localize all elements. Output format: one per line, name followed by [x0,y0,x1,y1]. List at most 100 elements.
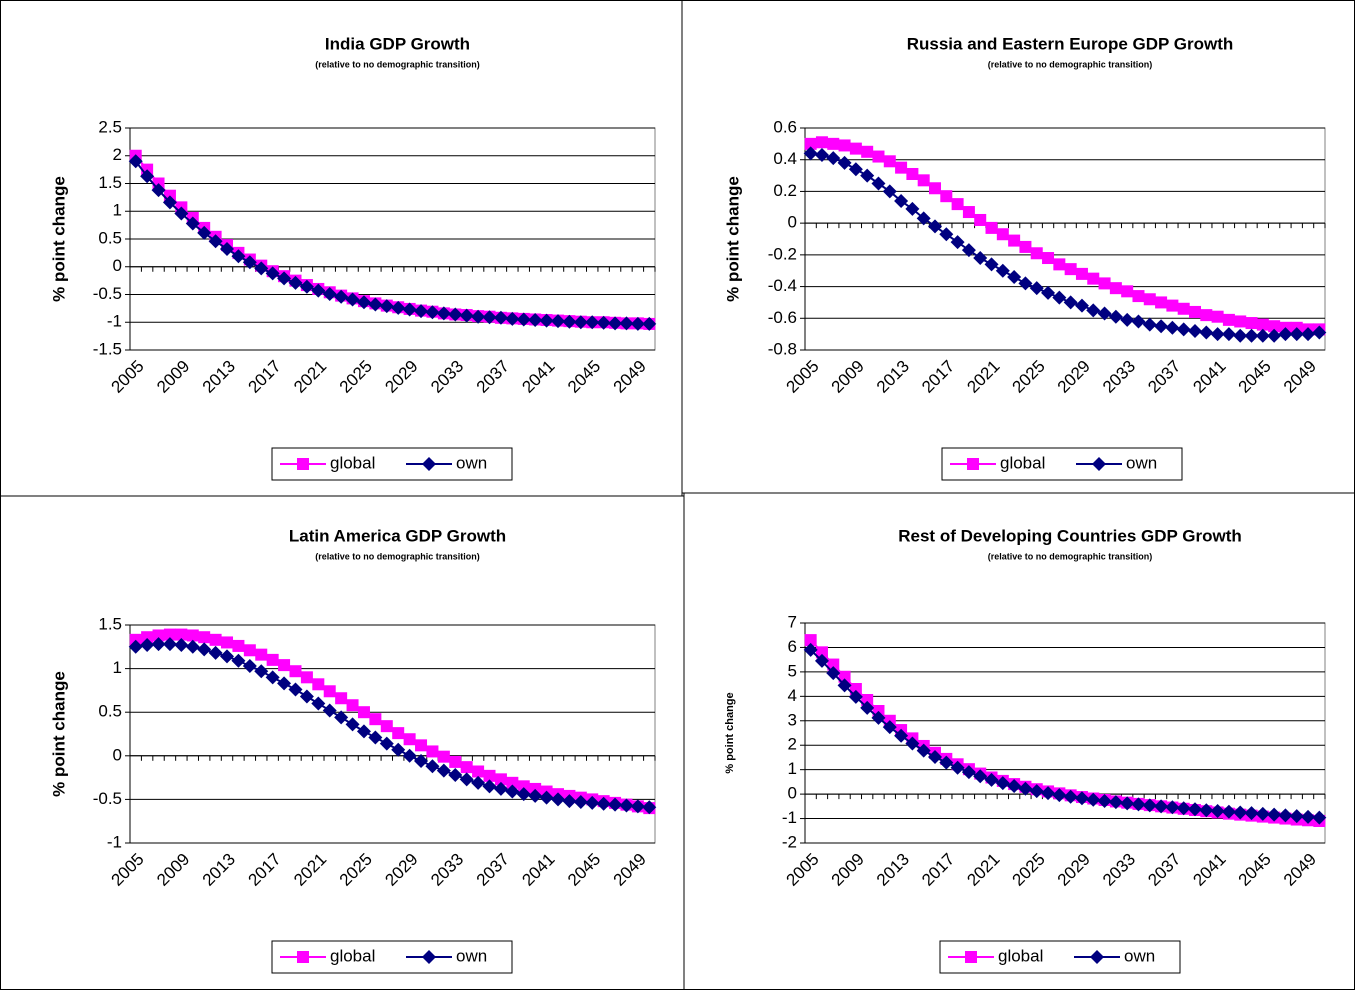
data-point [838,139,851,152]
data-point [1018,781,1033,796]
y-tick-label: -1.5 [93,339,122,358]
data-point [141,631,154,644]
legend-marker [297,951,309,963]
data-point [1312,810,1327,825]
data-point [162,195,177,210]
data-point [596,796,611,811]
legend-label: own [456,453,487,472]
data-point [1018,276,1033,291]
data-point [1278,327,1293,342]
data-point [803,642,818,657]
data-point [311,696,326,711]
data-point [322,703,337,718]
legend-label: global [1000,453,1045,472]
data-point [221,636,234,649]
data-point [1052,788,1067,803]
data-point [1143,293,1156,306]
data-point [1234,315,1247,328]
data-point [517,780,530,793]
data-point [1233,805,1248,820]
data-point [1120,796,1135,811]
y-tick-label: 7 [788,612,797,631]
data-point [414,754,429,769]
data-point [459,308,474,323]
data-point [1199,325,1214,340]
data-point [872,150,885,163]
data-point [356,724,371,739]
data-point [1131,797,1146,812]
y-tick-label: 0 [788,784,797,803]
legend-marker [1090,950,1104,964]
data-point [493,781,508,796]
data-point [449,755,462,768]
data-point [402,302,417,317]
data-point [1109,282,1122,295]
data-point [528,788,543,803]
y-tick-label: 2 [113,145,122,164]
data-point [619,798,634,813]
data-point [804,634,817,647]
data-point [860,168,875,183]
data-point [266,653,279,666]
data-point [1165,800,1180,815]
data-point [630,799,645,814]
data-point [550,314,565,329]
y-tick-label: 0.5 [98,702,122,721]
legend: global own [939,940,1181,974]
data-point [1301,809,1316,824]
data-point [356,295,371,310]
data-point [1041,285,1056,300]
y-tick-label: -1 [107,312,122,331]
legend-label: global [998,946,1043,965]
data-point [265,266,280,281]
data-point [1255,806,1270,821]
y-tick-label: -1 [782,808,797,827]
data-point [803,146,818,161]
data-point [1176,801,1191,816]
data-point [905,736,920,751]
y-tick-label: 0 [113,256,122,275]
data-point [220,241,235,256]
data-point [861,145,874,158]
data-point [323,685,336,698]
data-point [1221,804,1236,819]
y-axis-label: % point change [49,176,68,302]
legend-label: own [1124,946,1155,965]
data-point [826,151,841,166]
data-point [882,720,897,735]
data-point [379,299,394,314]
data-point [528,313,543,328]
legend-marker [965,951,977,963]
data-point [1221,327,1236,342]
data-point [152,629,165,642]
data-point [1155,296,1168,309]
legend: global own [941,447,1183,481]
data-point [562,794,577,809]
data-point [928,749,942,764]
data-point [984,772,999,787]
y-tick-label: 0.5 [98,228,122,247]
data-point [334,710,349,725]
data-point [1063,295,1078,310]
data-point [516,312,531,327]
data-point [1188,802,1202,817]
data-point [255,648,268,661]
y-axis-label: % point change [724,692,736,773]
data-point [1121,285,1134,298]
y-tick-label: 0.2 [773,181,797,200]
data-point [494,773,507,786]
data-point [299,689,314,704]
data-point [1131,314,1146,329]
y-tick-label: 1 [113,658,122,677]
data-point [1019,240,1032,253]
data-point [871,710,886,725]
data-point [1165,320,1180,335]
data-point [585,315,600,330]
data-point [562,314,577,329]
data-point [974,213,987,226]
data-point [837,678,852,693]
data-point [1120,312,1135,327]
data-point [140,638,155,653]
data-point [277,271,292,286]
legend-label: global [330,453,375,472]
